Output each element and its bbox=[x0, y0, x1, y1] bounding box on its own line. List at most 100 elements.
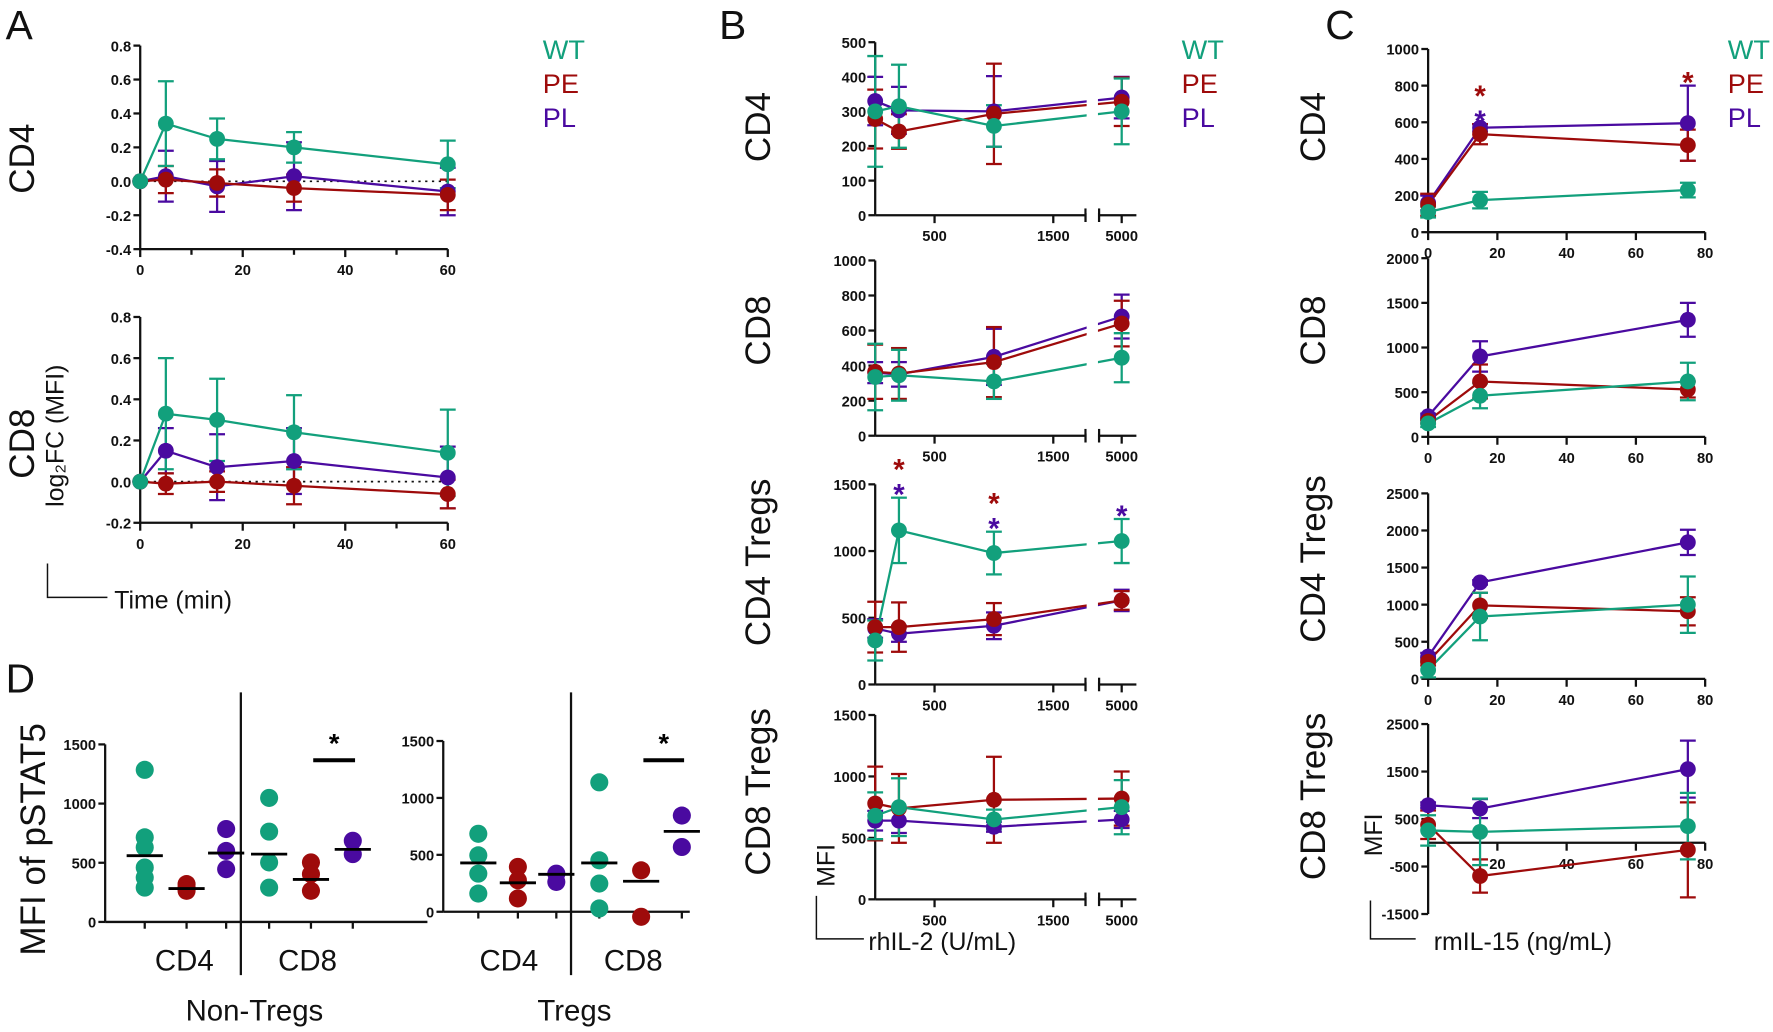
plot-b-cd4: 0 100 200 300 400 500 500 1500 5000 bbox=[842, 36, 1138, 245]
data-point-pe bbox=[986, 105, 1002, 122]
significance-star: * bbox=[329, 727, 340, 758]
data-point-wt bbox=[590, 851, 609, 870]
legend-pl: PL bbox=[1728, 102, 1761, 133]
series-wt bbox=[1420, 181, 1696, 219]
y-axis-title-c: MFI bbox=[1360, 813, 1388, 856]
data-point-wt bbox=[1420, 204, 1437, 220]
data-point-pl bbox=[157, 442, 174, 459]
data-point-pe bbox=[286, 477, 302, 494]
data-point-pe bbox=[157, 475, 174, 492]
data-point-pe bbox=[986, 354, 1002, 371]
y-tick-label: 0 bbox=[1411, 226, 1419, 242]
data-point-pe bbox=[1113, 592, 1130, 609]
series-pe bbox=[1420, 801, 1696, 899]
series-line bbox=[874, 96, 1122, 113]
significance-star: * bbox=[988, 488, 1000, 521]
row-label-b-cd4-tregs: CD4 Tregs bbox=[739, 479, 778, 646]
x-tick-label: 0 bbox=[1424, 246, 1432, 262]
x-axis-title-a: Time (min) bbox=[114, 587, 232, 615]
data-point-wt bbox=[209, 130, 226, 147]
data-point-wt bbox=[135, 838, 154, 857]
x-tick-label: 500 bbox=[922, 698, 947, 714]
data-point-pe bbox=[508, 889, 527, 908]
series-pl bbox=[1420, 739, 1696, 820]
legend-wt: WT bbox=[543, 34, 585, 65]
plot-d-non-tregs: 0 500 1000 1500 CD4 CD8 * bbox=[63, 692, 428, 978]
y-tick-label: 600 bbox=[842, 324, 867, 340]
data-point-wt bbox=[867, 807, 884, 824]
y-tick-label: 200 bbox=[842, 394, 867, 410]
data-point-wt bbox=[157, 405, 174, 422]
data-point-wt bbox=[1420, 662, 1437, 678]
y-tick-label: 1500 bbox=[1386, 765, 1419, 781]
panel-letter-d: D bbox=[6, 655, 35, 701]
series-line bbox=[1428, 768, 1689, 810]
y-tick-label: 0 bbox=[858, 893, 866, 909]
legend-pl: PL bbox=[543, 102, 576, 133]
x-tick-label: 20 bbox=[1489, 693, 1505, 709]
data-point-wt bbox=[1113, 103, 1130, 120]
legend-c: WT PE PL bbox=[1728, 34, 1770, 133]
plot-b-cd8-tregs: 0 500 1000 1500 500 1500 5000 bbox=[833, 709, 1138, 930]
y-tick-label: 0.8 bbox=[111, 311, 131, 327]
row-label-b-cd8-tregs: CD8 Tregs bbox=[739, 708, 778, 875]
x-tick-label: 40 bbox=[1558, 246, 1574, 262]
x-tick-label: 0 bbox=[1424, 693, 1432, 709]
data-point-wt bbox=[891, 367, 907, 384]
data-point-pe bbox=[1679, 137, 1696, 154]
data-point-pe bbox=[209, 175, 226, 191]
series-line bbox=[1428, 825, 1688, 833]
y-tick-label: 0.0 bbox=[111, 175, 131, 191]
row-label-b-cd8: CD8 bbox=[739, 295, 778, 365]
series-pe bbox=[1420, 591, 1696, 667]
data-point-wt bbox=[986, 545, 1002, 561]
series-line bbox=[1427, 604, 1688, 663]
data-point-wt bbox=[590, 874, 609, 893]
y-tick-label: 100 bbox=[842, 174, 867, 190]
data-point-wt bbox=[260, 878, 279, 897]
x-tick-label: 20 bbox=[235, 537, 251, 553]
data-point-wt bbox=[867, 103, 884, 120]
axis-key-bracket-c bbox=[1369, 900, 1416, 940]
y-tick-label: 500 bbox=[410, 848, 435, 864]
data-point-pl bbox=[209, 459, 226, 476]
data-point-pe bbox=[286, 180, 302, 197]
y-tick-label: 1500 bbox=[402, 735, 435, 751]
plot-a-cd8: -0.2 0.0 0.2 0.4 0.6 0.8 0 20 40 60 bbox=[106, 311, 456, 553]
row-label-c-cd4-tregs: CD4 Tregs bbox=[1294, 475, 1333, 642]
data-point-wt bbox=[1472, 608, 1488, 625]
x-tick-label: 80 bbox=[1697, 246, 1713, 262]
y-tick-label: 400 bbox=[842, 359, 867, 375]
x-tick-label: 40 bbox=[1558, 451, 1574, 467]
series-line bbox=[875, 356, 1122, 383]
data-point-pe bbox=[157, 171, 174, 188]
y-tick-label: -500 bbox=[1390, 860, 1419, 876]
series-pl bbox=[1420, 301, 1696, 421]
legend-a: WT PE PL bbox=[543, 34, 585, 133]
data-point-pl bbox=[1420, 797, 1437, 814]
category-label: CD8 bbox=[278, 945, 337, 978]
x-tick-label: 1500 bbox=[1037, 229, 1070, 245]
panel-letter-a: A bbox=[6, 2, 34, 48]
data-point-pe bbox=[986, 611, 1002, 628]
y-tick-label: -0.2 bbox=[106, 516, 131, 532]
data-point-pl bbox=[1679, 761, 1696, 778]
legend-pe: PE bbox=[1182, 68, 1218, 99]
x-axis-title-c: rmIL-15 (ng/mL) bbox=[1434, 928, 1612, 956]
x-tick-label: 60 bbox=[440, 263, 456, 279]
y-tick-label: 800 bbox=[1395, 79, 1420, 95]
y-tick-label: 0 bbox=[426, 905, 434, 921]
data-point-pl bbox=[1679, 115, 1696, 132]
y-tick-label: 400 bbox=[842, 70, 867, 86]
axis-break-gap bbox=[1086, 478, 1098, 683]
data-point-wt bbox=[469, 884, 488, 903]
y-tick-label: 1500 bbox=[1386, 297, 1419, 313]
data-point-wt bbox=[439, 156, 456, 173]
data-point-wt bbox=[260, 853, 279, 872]
data-point-pl bbox=[672, 837, 691, 857]
x-tick-label: 500 bbox=[922, 229, 947, 245]
series-line bbox=[1427, 188, 1688, 214]
panel-letter-b: B bbox=[719, 2, 746, 48]
y-axis-title-d: MFI of pSTAT5 bbox=[14, 723, 53, 955]
